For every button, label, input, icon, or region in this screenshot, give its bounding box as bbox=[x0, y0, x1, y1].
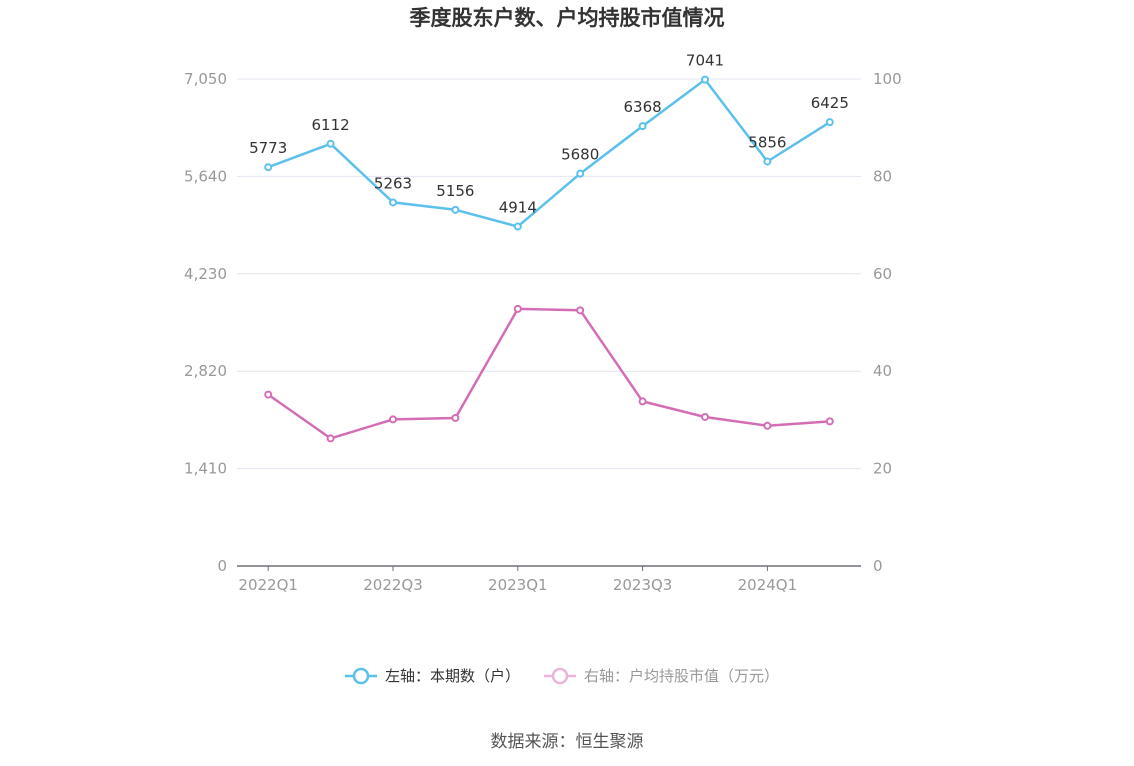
left-tick-label: 5,640 bbox=[184, 167, 227, 185]
data-label: 6112 bbox=[312, 116, 350, 134]
data-point[interactable] bbox=[389, 415, 397, 424]
x-axis: 2022Q1 2022Q3 2023Q1 2023Q3 2024Q1 bbox=[237, 565, 861, 594]
right-tick-label: 40 bbox=[873, 362, 892, 380]
chart-title: 季度股东户数、户均持股市值情况 bbox=[410, 6, 725, 30]
right-tick-label: 20 bbox=[873, 460, 892, 478]
series-line bbox=[267, 307, 830, 440]
x-tick-label: 2023Q1 bbox=[488, 576, 548, 594]
data-label: 5263 bbox=[374, 174, 412, 192]
data-label: 5680 bbox=[561, 146, 599, 164]
data-point[interactable] bbox=[825, 417, 834, 426]
data-point[interactable] bbox=[701, 412, 709, 421]
data-point[interactable] bbox=[326, 434, 335, 443]
right-tick-label: 100 bbox=[873, 70, 902, 88]
series-line bbox=[267, 78, 831, 228]
data-label: 5156 bbox=[436, 182, 474, 200]
data-point[interactable] bbox=[513, 222, 522, 231]
x-tick-label: 2024Q1 bbox=[738, 576, 798, 594]
data-point[interactable] bbox=[763, 421, 772, 430]
right-tick-label: 80 bbox=[873, 167, 892, 185]
data-point[interactable] bbox=[264, 163, 273, 172]
legend-label: 右轴：户均持股市值（万元） bbox=[584, 667, 779, 685]
data-point[interactable] bbox=[825, 118, 834, 127]
data-point[interactable] bbox=[576, 169, 585, 178]
left-axis: 0 1,410 2,820 4,230 5,640 7,050 bbox=[184, 70, 227, 575]
x-tick-label: 2023Q3 bbox=[613, 576, 673, 594]
x-tick-label: 2022Q3 bbox=[363, 576, 423, 594]
series-layer: 5773 6112 5263 5156 4914 5680 6368 7041 5856 6425 bbox=[249, 52, 849, 443]
data-point[interactable] bbox=[638, 122, 647, 131]
legend[interactable]: 左轴：本期数（户） 右轴：户均持股市值（万元） bbox=[345, 667, 779, 685]
source-text: 数据来源：恒生聚源 bbox=[491, 732, 644, 752]
right-tick-label: 0 bbox=[873, 557, 883, 575]
series-1 bbox=[264, 304, 834, 443]
data-label: 4914 bbox=[499, 199, 537, 217]
series-0: 5773 6112 5263 5156 4914 5680 6368 7041 5856 6425 bbox=[249, 52, 849, 231]
left-tick-label: 0 bbox=[217, 557, 227, 575]
data-point[interactable] bbox=[513, 304, 522, 313]
data-point[interactable] bbox=[326, 139, 335, 148]
right-tick-label: 60 bbox=[873, 265, 892, 283]
left-tick-label: 4,230 bbox=[184, 265, 227, 283]
grid bbox=[237, 78, 861, 470]
data-point[interactable] bbox=[701, 75, 709, 84]
left-tick-label: 2,820 bbox=[184, 362, 227, 380]
legend-item-1[interactable]: 右轴：户均持股市值（万元） bbox=[544, 667, 779, 685]
left-tick-label: 1,410 bbox=[184, 460, 227, 478]
x-tick-label: 2022Q1 bbox=[238, 576, 298, 594]
data-label: 6425 bbox=[811, 94, 849, 112]
data-point[interactable] bbox=[638, 397, 647, 406]
data-label: 7041 bbox=[686, 52, 724, 70]
data-label: 5856 bbox=[748, 133, 786, 151]
data-label: 5773 bbox=[249, 139, 287, 157]
data-point[interactable] bbox=[451, 413, 460, 422]
left-tick-label: 7,050 bbox=[184, 70, 227, 88]
right-axis: 0 20 40 60 80 100 bbox=[873, 70, 902, 575]
data-point[interactable] bbox=[264, 390, 273, 399]
legend-item-0[interactable]: 左轴：本期数（户） bbox=[345, 667, 520, 685]
legend-marker bbox=[551, 667, 569, 685]
legend-label: 左轴：本期数（户） bbox=[385, 667, 520, 685]
data-point[interactable] bbox=[576, 306, 585, 315]
data-point[interactable] bbox=[763, 157, 772, 166]
legend-marker bbox=[352, 667, 370, 685]
data-label: 6368 bbox=[624, 98, 662, 116]
data-point[interactable] bbox=[451, 205, 460, 214]
data-point[interactable] bbox=[389, 198, 397, 207]
